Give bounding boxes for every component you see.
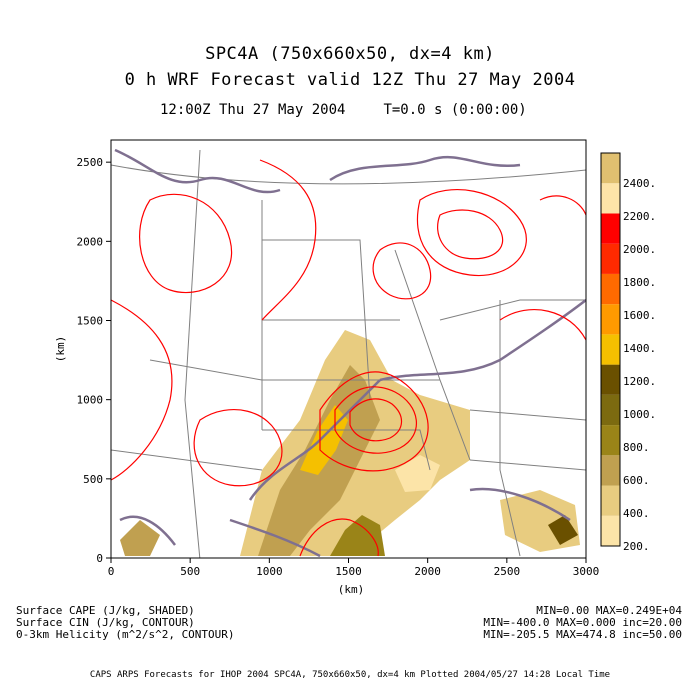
border-line bbox=[111, 449, 263, 471]
colorbar-tick-label: 2000. bbox=[623, 243, 656, 256]
cape-region bbox=[548, 515, 578, 545]
border-line bbox=[394, 249, 471, 461]
helicity-contour bbox=[539, 195, 586, 216]
colorbar-tick-label: 1800. bbox=[623, 276, 656, 289]
chart-plot: 0 500 1000 1500 2000 2500 3000 0 500 1000 1500 200… bbox=[54, 139, 656, 596]
field-stats-cin: MIN=-400.0 MAX=0.000 inc=20.00 bbox=[483, 616, 682, 629]
helicity-contour bbox=[259, 159, 317, 321]
x-tick-label: 3000 bbox=[573, 565, 600, 578]
x-axis: 0 500 1000 1500 2000 2500 3000 bbox=[108, 558, 600, 578]
helicity-contour bbox=[139, 193, 233, 294]
x-tick-label: 500 bbox=[180, 565, 200, 578]
cin-contour bbox=[229, 518, 321, 558]
chart-title: SPC4A (750x660x50, dx=4 km) bbox=[205, 44, 495, 64]
footer-field-names: Surface CAPE (J/kg, SHADED) Surface CIN … bbox=[16, 605, 235, 641]
colorbar-swatch bbox=[601, 304, 620, 335]
colorbar-swatch bbox=[601, 425, 620, 456]
cin-contour bbox=[114, 148, 281, 194]
credit-line: CAPS ARPS Forecasts for IHOP 2004 SPC4A,… bbox=[89, 670, 611, 680]
cin-contour bbox=[469, 487, 571, 522]
y-tick-label: 2000 bbox=[77, 235, 104, 248]
colorbar-swatch bbox=[601, 455, 620, 486]
colorbar-swatch bbox=[601, 243, 620, 274]
y-tick-label: 1500 bbox=[77, 315, 104, 328]
colorbar-swatch bbox=[601, 153, 620, 184]
x-tick-label: 1000 bbox=[256, 565, 283, 578]
x-tick-label: 2500 bbox=[494, 565, 521, 578]
helicity-contour bbox=[372, 242, 432, 300]
border-line bbox=[262, 239, 371, 401]
colorbar-swatch bbox=[601, 213, 620, 244]
cin-contour bbox=[329, 155, 521, 182]
y-tick-label: 500 bbox=[83, 473, 103, 486]
field-stats-helicity: MIN=-205.5 MAX=474.8 inc=50.00 bbox=[483, 628, 682, 641]
map-borders bbox=[111, 149, 586, 558]
footer-field-stats: MIN=0.00 MAX=0.249E+04 MIN=-400.0 MAX=0.… bbox=[483, 605, 682, 641]
field-name-cin: Surface CIN (J/kg, CONTOUR) bbox=[16, 616, 195, 629]
colorbar-tick-label: 2400. bbox=[623, 177, 656, 190]
colorbar: 200. 400. 600. 800. 1000. 1200. 1400. 1600. 1800… bbox=[600, 152, 656, 553]
colorbar-swatch bbox=[601, 334, 620, 365]
border-line bbox=[111, 164, 586, 185]
y-tick-label: 1000 bbox=[77, 394, 104, 407]
elapsed-time: T=0.0 s (0:00:00) bbox=[383, 102, 527, 118]
colorbar-tick-label: 400. bbox=[623, 507, 650, 520]
field-name-helicity: 0-3km Helicity (m^2/s^2, CONTOUR) bbox=[16, 628, 235, 641]
helicity-contour bbox=[416, 189, 527, 277]
colorbar-tick-label: 1600. bbox=[623, 309, 656, 322]
chart-subtitle: 0 h WRF Forecast valid 12Z Thu 27 May 20… bbox=[124, 70, 576, 90]
border-line bbox=[262, 429, 431, 471]
border-line bbox=[469, 459, 586, 471]
field-name-cape: Surface CAPE (J/kg, SHADED) bbox=[16, 604, 195, 617]
valid-time: 12:00Z Thu 27 May 2004 bbox=[160, 102, 346, 118]
y-tick-label: 0 bbox=[96, 552, 103, 565]
time-info: 12:00Z Thu 27 May 2004 T=0.0 s (0:00:00) bbox=[160, 102, 527, 118]
helicity-contour bbox=[111, 299, 173, 481]
border-line bbox=[469, 409, 586, 421]
colorbar-tick-label: 800. bbox=[623, 441, 650, 454]
colorbar-tick-label: 1400. bbox=[623, 342, 656, 355]
colorbar-swatch bbox=[601, 515, 620, 546]
colorbar-frame bbox=[600, 152, 621, 547]
y-axis: 0 500 1000 1500 2000 2500 bbox=[77, 156, 111, 565]
y-tick-label: 2500 bbox=[77, 156, 104, 169]
x-axis-label: (km) bbox=[338, 583, 365, 596]
helicity-contour bbox=[299, 518, 379, 557]
cape-region bbox=[120, 520, 160, 556]
helicity-contour bbox=[334, 386, 417, 454]
helicity-contour bbox=[193, 409, 283, 487]
y-axis-label: (km) bbox=[54, 336, 67, 363]
colorbar-swatch bbox=[601, 183, 620, 214]
cin-contour bbox=[379, 299, 586, 382]
x-tick-label: 1500 bbox=[335, 565, 362, 578]
cape-region bbox=[330, 515, 385, 556]
helicity-contours bbox=[111, 159, 586, 557]
colorbar-tick-label: 2200. bbox=[623, 210, 656, 223]
border-line bbox=[149, 359, 263, 381]
colorbar-swatch bbox=[601, 394, 620, 426]
field-stats-cape: MIN=0.00 MAX=0.249E+04 bbox=[536, 604, 682, 617]
helicity-contour bbox=[437, 209, 504, 260]
colorbar-tick-label: 1200. bbox=[623, 375, 656, 388]
helicity-contour bbox=[349, 398, 403, 442]
helicity-contour bbox=[499, 309, 586, 341]
helicity-contour bbox=[319, 371, 429, 472]
colorbar-swatch bbox=[601, 273, 620, 305]
border-line bbox=[184, 149, 201, 558]
cin-contour bbox=[119, 515, 176, 546]
colorbar-swatch bbox=[601, 485, 620, 516]
x-tick-label: 2000 bbox=[414, 565, 441, 578]
x-tick-label: 0 bbox=[108, 565, 115, 578]
colorbar-tick-label: 600. bbox=[623, 474, 650, 487]
colorbar-tick-label: 1000. bbox=[623, 408, 656, 421]
colorbar-tick-label: 200. bbox=[623, 540, 650, 553]
colorbar-swatch bbox=[601, 364, 620, 395]
border-line bbox=[499, 300, 521, 557]
border-line bbox=[439, 299, 586, 321]
